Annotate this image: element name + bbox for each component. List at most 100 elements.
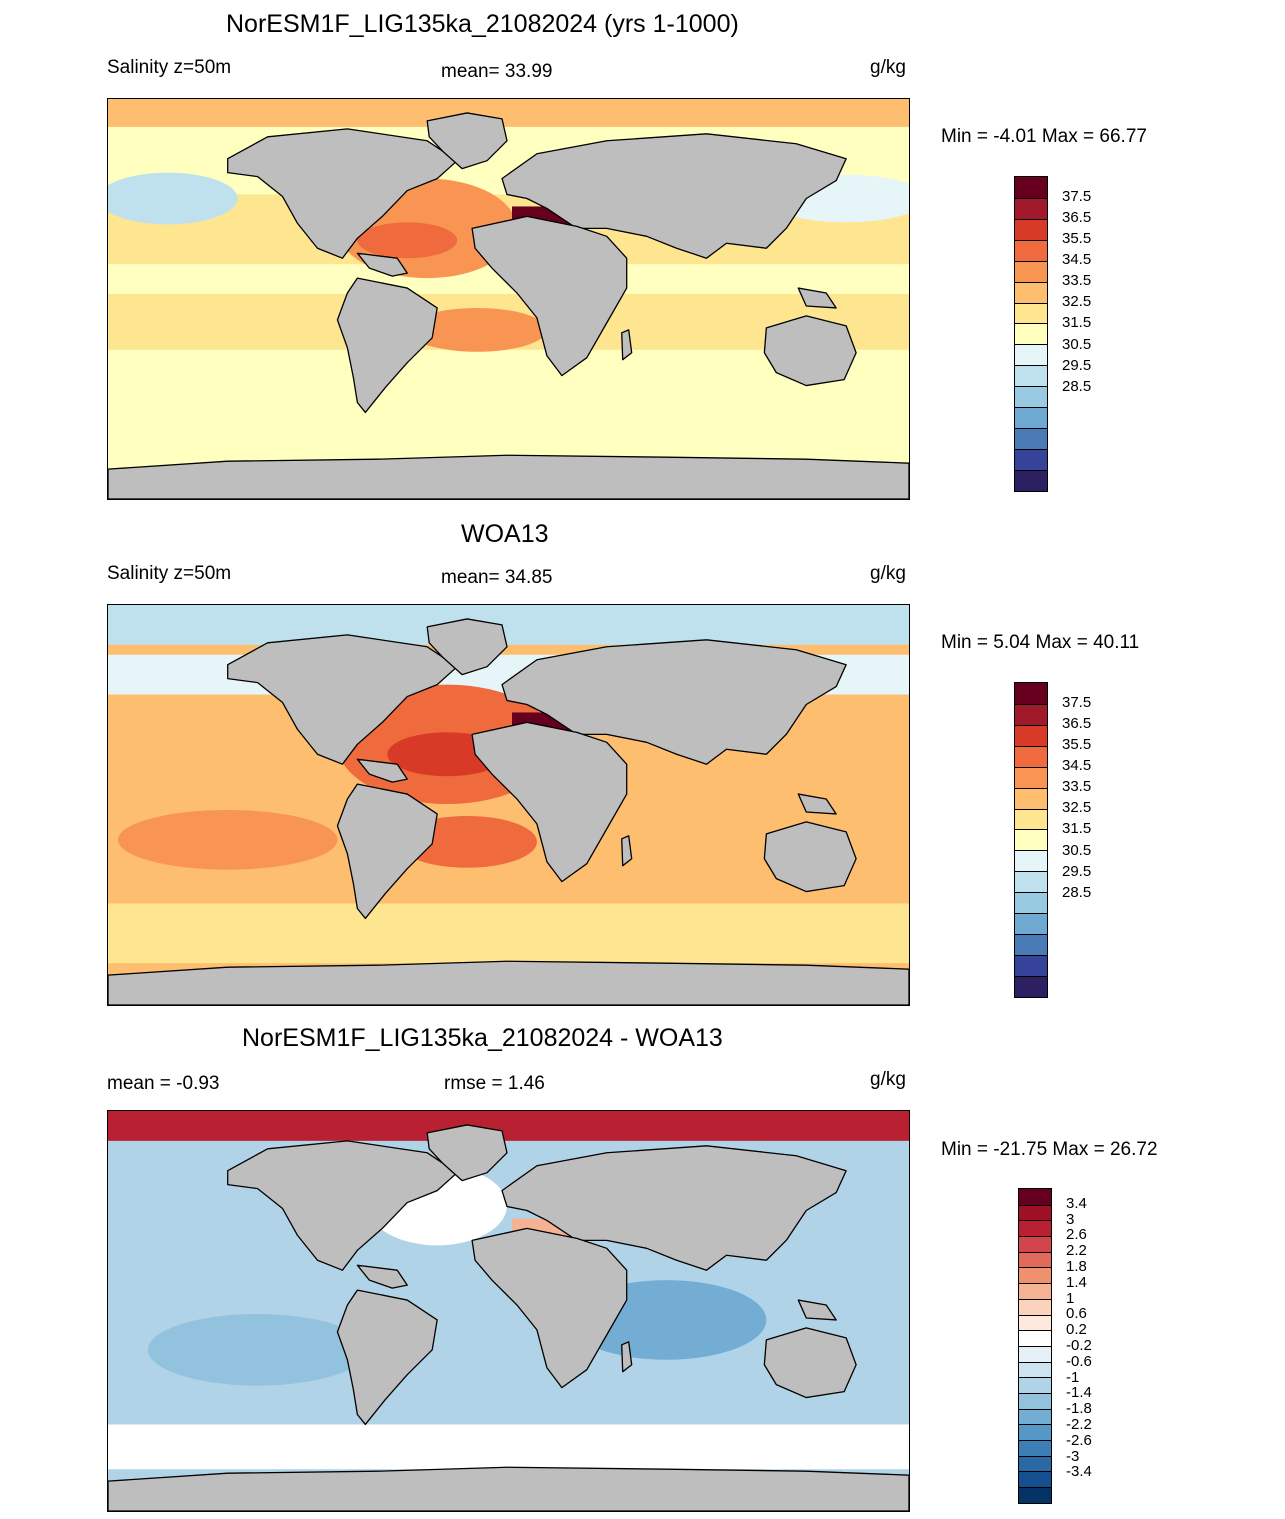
colorbar-swatch <box>1019 1408 1051 1425</box>
colorbar-tick-label: -3.4 <box>1066 1463 1092 1481</box>
colorbar-tick-label: 1.4 <box>1066 1273 1087 1291</box>
north-pacific-fresh <box>108 172 238 225</box>
south-pacific-anomaly <box>147 1313 368 1386</box>
colorbar-swatch <box>1019 1345 1051 1362</box>
land-mass <box>471 1227 628 1389</box>
south-atlantic-salty <box>407 307 547 352</box>
land-mass <box>227 634 458 765</box>
land-mass <box>621 1341 633 1373</box>
land-mass <box>426 1124 508 1182</box>
colorbar-swatch <box>1019 1189 1051 1205</box>
colorbar-tick-label: 33.5 <box>1062 272 1092 290</box>
colorbar-tick-label: 35.5 <box>1062 736 1092 754</box>
land-mass <box>336 277 438 414</box>
colorbar-tick-label: 30.5 <box>1062 841 1092 859</box>
land-mass <box>797 1299 837 1321</box>
colorbar-tick-label: -0.2 <box>1066 1337 1092 1354</box>
colorbar-swatch <box>1015 323 1047 345</box>
colorbar-tick-label: 36.5 <box>1062 209 1092 227</box>
arctic-anomaly <box>108 1111 909 1141</box>
colorbar-swatch <box>1015 724 1047 746</box>
land-mass <box>501 133 847 259</box>
colorbar-swatch <box>1015 871 1047 893</box>
colorbar-swatch <box>1015 281 1047 303</box>
panel3-map <box>107 1110 910 1512</box>
land-mass <box>763 821 857 893</box>
colorbar-swatch <box>1015 197 1047 219</box>
colorbar-swatch <box>1015 365 1047 387</box>
colorbar-tick-label: 1.8 <box>1066 1258 1087 1275</box>
panel3-mean-label: mean = -0.93 <box>107 1073 220 1094</box>
colorbar-swatch <box>1019 1392 1051 1409</box>
colorbar-swatch <box>1015 954 1047 976</box>
colorbar-swatch <box>1015 218 1047 240</box>
panel2-title: WOA13 <box>461 520 549 548</box>
colorbar-swatch <box>1015 975 1047 997</box>
colorbar-swatch <box>1015 787 1047 809</box>
colorbar-swatch <box>1019 1424 1051 1440</box>
panel2-map <box>107 604 910 1006</box>
colorbar-swatch <box>1015 850 1047 872</box>
colorbar-swatch <box>1015 703 1047 725</box>
land-mass <box>356 1264 408 1289</box>
colorbar-swatch <box>1015 913 1047 935</box>
land-mass <box>108 1466 909 1511</box>
colorbar-swatch <box>1015 386 1047 408</box>
colorbar-tick-label: 35.5 <box>1062 230 1092 248</box>
colorbar-tick-label: -1 <box>1066 1368 1080 1386</box>
colorbar-swatch <box>1015 934 1047 955</box>
land-mass <box>763 1327 857 1399</box>
colorbar-swatch <box>1015 469 1047 491</box>
colorbar-tick-label: 32.5 <box>1062 799 1092 817</box>
land-mass <box>763 315 857 387</box>
colorbar-tick-label: 30.5 <box>1062 335 1092 353</box>
land-mass <box>501 639 847 765</box>
colorbar-tick-label: 34.5 <box>1062 757 1092 775</box>
colorbar-swatch <box>1019 1455 1051 1472</box>
colorbar-tick-label: -3 <box>1066 1447 1080 1465</box>
colorbar-tick-label: 28.5 <box>1062 377 1092 395</box>
colorbar-swatch <box>1019 1361 1051 1378</box>
colorbar-swatch <box>1015 177 1047 198</box>
colorbar-tick-label: 2.6 <box>1066 1226 1087 1244</box>
colorbar-tick-label: 0.6 <box>1066 1305 1087 1323</box>
colorbar-swatch <box>1019 1283 1051 1299</box>
land-mass <box>336 1289 438 1426</box>
panel1-map <box>107 98 910 500</box>
colorbar-tick-label: -0.6 <box>1066 1352 1092 1370</box>
colorbar-tick-label: 37.5 <box>1062 188 1092 206</box>
colorbar-tick-label: -2.6 <box>1066 1431 1092 1449</box>
panel2-units-label: g/kg <box>870 563 906 584</box>
colorbar-swatch <box>1019 1236 1051 1252</box>
atlantic-salty-core <box>357 222 458 259</box>
colorbar-swatch <box>1015 407 1047 429</box>
colorbar-swatch <box>1019 1471 1051 1488</box>
arctic-band <box>108 605 909 645</box>
land-mass <box>426 618 508 676</box>
colorbar-tick-label: 31.5 <box>1062 820 1092 838</box>
land-mass <box>336 783 438 920</box>
panel1-variable-label: Salinity z=50m <box>107 57 232 78</box>
colorbar-swatch <box>1019 1204 1051 1221</box>
panel2-variable-label: Salinity z=50m <box>107 563 232 584</box>
southern-anomaly <box>108 1424 909 1470</box>
panel3-units-label: g/kg <box>870 1069 906 1090</box>
panel3-rmse-label: rmse = 1.46 <box>444 1073 545 1094</box>
colorbar-swatch <box>1015 448 1047 470</box>
colorbar-tick-label: 31.5 <box>1062 314 1092 332</box>
colorbar-swatch <box>1015 745 1047 767</box>
land-mass <box>108 454 909 499</box>
colorbar-tick-label: 34.5 <box>1062 251 1092 269</box>
colorbar-swatch <box>1019 1251 1051 1268</box>
southern-band <box>108 903 909 964</box>
land-mass <box>797 793 837 815</box>
colorbar-tick-label: 29.5 <box>1062 356 1092 374</box>
land-mass <box>621 329 633 361</box>
colorbar-swatch <box>1019 1298 1051 1315</box>
arctic-band <box>108 99 909 127</box>
land-mass <box>108 960 909 1005</box>
colorbar-swatch <box>1015 683 1047 704</box>
panel1-mean-label: mean= 33.99 <box>441 61 553 82</box>
colorbar-swatch <box>1015 344 1047 366</box>
south-pacific-salty <box>117 809 338 870</box>
